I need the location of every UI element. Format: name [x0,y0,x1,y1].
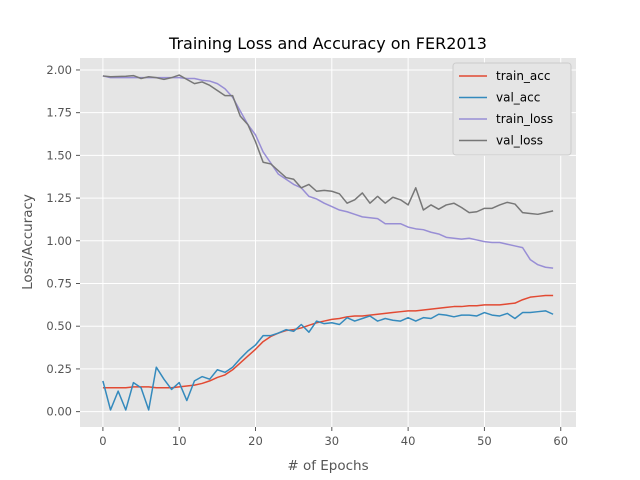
series-line-train_loss [102,75,554,269]
x-tick-label: 0 [99,434,106,448]
y-tick-label: 2.00 [46,63,72,77]
y-tick-label: 1.75 [46,106,72,120]
series-line-train_acc [102,294,554,389]
chart-title: Training Loss and Accuracy on FER2013 [168,34,487,53]
y-axis-ticks: 0.00 0.25 0.50 0.75 1.00 1.25 1.50 1.75 2.00 [46,63,80,419]
legend-label-val_loss: val_loss [496,134,543,148]
x-tick-label: 30 [324,434,339,448]
legend-label-train_acc: train_acc [496,69,550,83]
legend: train_acc val_acc train_loss val_loss [452,62,572,156]
x-tick-label: 10 [172,434,187,448]
legend-label-val_acc: val_acc [496,91,540,105]
x-tick-label: 40 [401,434,416,448]
series-lines [102,74,554,411]
series-line-val_loss [102,74,554,216]
y-tick-label: 0.50 [46,319,72,333]
x-tick-label: 50 [477,434,492,448]
legend-box [452,62,572,156]
grid [80,58,576,427]
y-tick-label: 0.75 [46,277,72,291]
y-tick-label: 0.00 [46,405,72,419]
x-tick-label: 20 [248,434,263,448]
y-tick-label: 1.50 [46,148,72,162]
x-axis-ticks: 0 10 20 30 40 50 60 [99,427,568,448]
x-axis-label: # of Epochs [287,458,368,474]
legend-label-train_loss: train_loss [496,112,553,126]
x-tick-label: 60 [553,434,568,448]
series-line-val_acc [102,310,554,411]
y-tick-label: 1.00 [46,234,72,248]
y-axis-label: Loss/Accuracy [20,194,36,290]
y-tick-label: 0.25 [46,362,72,376]
y-tick-label: 1.25 [46,191,72,205]
